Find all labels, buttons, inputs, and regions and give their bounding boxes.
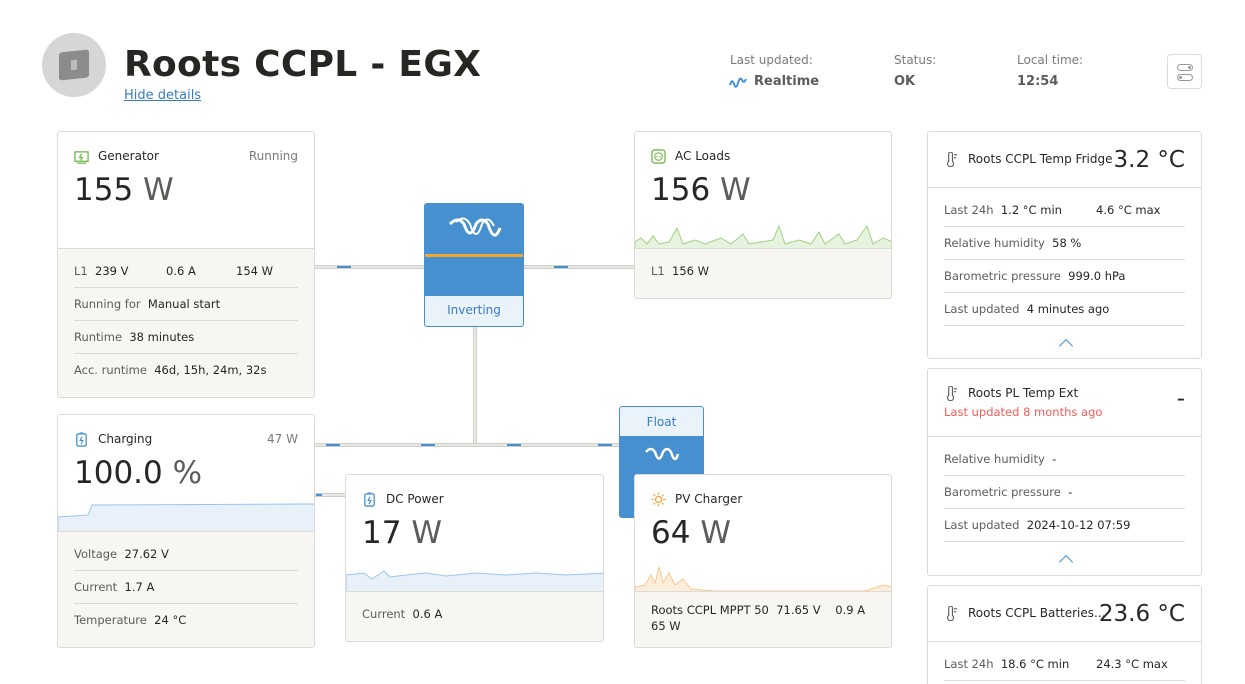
pv-charger-sparkline [635, 566, 891, 593]
ac-loads-card[interactable]: AC Loads 156 W L1 156 W [634, 131, 892, 299]
temp-ext-pressure-row: Barometric pressure - [944, 476, 1185, 509]
temp-fridge-humidity-row: Relative humidity 58 % [944, 227, 1185, 260]
inverter-box[interactable]: Inverting [424, 203, 524, 327]
dc-power-title: DC Power [386, 492, 444, 506]
local-time-label: Local time: [1017, 53, 1084, 67]
collapse-chevron-icon[interactable] [1058, 554, 1074, 570]
last-updated-value: Realtime [754, 74, 820, 89]
temp-ext-warning: Last updated 8 months ago [944, 405, 1103, 419]
battery-power: 47 W [267, 432, 298, 446]
thermometer-icon [947, 152, 958, 167]
temp-ext-updated-row: Last updated 2024-10-12 07:59 [944, 509, 1185, 542]
pv-charger-device-row: Roots CCPL MPPT 50 71.65 V 0.9 A 65 W [651, 603, 866, 633]
generator-l1-row: L1 239 V 0.6 A 154 W [74, 255, 298, 288]
generator-acc-runtime-row: Acc. runtime 46d, 15h, 24m, 32s [74, 363, 267, 377]
battery-current-row: Current 1.7 A [74, 571, 298, 604]
ac-loads-power: 156 W [651, 172, 751, 208]
dc-power-sparkline [346, 570, 603, 593]
pv-charger-power: 64 W [651, 515, 731, 551]
charger-state: Float [620, 407, 703, 437]
temp-batteries-last24-row: Last 24h 18.6 °C min 24.3 °C max [944, 648, 1185, 681]
realtime-wave-icon [729, 77, 747, 88]
dc-battery-icon [364, 492, 375, 507]
victron-logo-icon [645, 447, 680, 461]
temp-ext-humidity-row: Relative humidity - [944, 443, 1185, 476]
generator-power: 155 W [74, 172, 174, 208]
generator-title: Generator [98, 149, 159, 163]
temp-fridge-pressure-row: Barometric pressure 999.0 hPa [944, 260, 1185, 293]
sun-icon [651, 492, 666, 507]
pv-charger-card[interactable]: PV Charger 64 W Roots CCPL MPPT 50 71.65… [634, 474, 892, 648]
collapse-chevron-icon[interactable] [1058, 338, 1074, 354]
wire-inverter-dcbus [473, 326, 477, 446]
battery-soc-chart [58, 503, 314, 533]
temp-batteries-title: Roots CCPL Batteries... [968, 606, 1106, 620]
temp-fridge-title: Roots CCPL Temp Fridge [968, 152, 1113, 166]
temp-ext-value: - [1176, 386, 1185, 412]
battery-card[interactable]: Charging 47 W 100.0 % Voltage 27.62 V Cu… [57, 414, 315, 648]
site-device-icon [42, 33, 106, 97]
wire-dc-bus [314, 443, 620, 447]
wire-generator-inverter [314, 265, 425, 269]
battery-title: Charging [98, 432, 153, 446]
settings-button[interactable] [1167, 54, 1202, 89]
temp-fridge-updated-row: Last updated 4 minutes ago [944, 293, 1185, 326]
generator-running-for-row: Running for Manual start [74, 288, 298, 321]
hide-details-link[interactable]: Hide details [124, 88, 202, 103]
ac-loads-l1-row: L1 156 W [651, 264, 710, 278]
page-title: Roots CCPL - EGX [124, 44, 482, 85]
flow-dot [598, 444, 612, 446]
last-updated-label: Last updated: [730, 53, 813, 67]
battery-voltage-row: Voltage 27.62 V [74, 538, 298, 571]
temp-fridge-last24-row: Last 24h 1.2 °C min 4.6 °C max [944, 194, 1185, 227]
battery-soc: 100.0 % [74, 455, 203, 491]
pv-charger-title: PV Charger [675, 492, 743, 506]
temp-batteries-value: 23.6 °C [1098, 601, 1185, 627]
flow-dot [337, 266, 351, 268]
battery-icon [76, 432, 87, 447]
flow-dot [421, 444, 435, 446]
ac-loads-title: AC Loads [675, 149, 731, 163]
flow-dot [507, 444, 521, 446]
temp-fridge-card[interactable]: Roots CCPL Temp Fridge 3.2 °C Last 24h 1… [927, 131, 1202, 359]
battery-temperature-row: Temperature 24 °C [74, 613, 187, 627]
temp-ext-title: Roots PL Temp Ext [968, 386, 1079, 400]
status-value: OK [894, 74, 916, 89]
generator-card[interactable]: Generator Running 155 W L1 239 V 0.6 A 1… [57, 131, 315, 398]
flow-dot [316, 494, 322, 496]
temp-ext-card[interactable]: Roots PL Temp Ext Last updated 8 months … [927, 368, 1202, 576]
inverter-state: Inverting [447, 303, 501, 317]
thermometer-icon [947, 606, 958, 621]
flow-dot [554, 266, 568, 268]
temp-batteries-card[interactable]: Roots CCPL Batteries... 23.6 °C Last 24h… [927, 585, 1202, 684]
wire-battery-dc [314, 493, 346, 497]
temp-fridge-value: 3.2 °C [1113, 147, 1185, 173]
victron-logo-icon [448, 217, 502, 237]
ac-loads-sparkline [635, 224, 891, 250]
thermometer-icon [947, 386, 958, 401]
flow-dot [326, 444, 340, 446]
dc-power-value: 17 W [362, 515, 442, 551]
dc-power-card[interactable]: DC Power 17 W Current 0.6 A [345, 474, 604, 642]
generator-runtime-row: Runtime 38 minutes [74, 321, 298, 354]
socket-icon [651, 149, 666, 164]
status-label: Status: [894, 53, 937, 67]
local-time-value: 12:54 [1017, 74, 1059, 89]
wire-inverter-acloads [523, 265, 635, 269]
generator-status: Running [248, 149, 298, 163]
dc-power-current-row: Current 0.6 A [362, 607, 443, 621]
toggles-icon [1177, 64, 1193, 71]
generator-icon [74, 151, 89, 164]
